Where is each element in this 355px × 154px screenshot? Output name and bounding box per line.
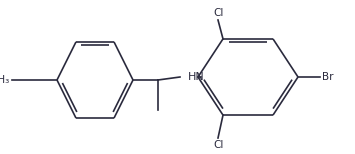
Text: Cl: Cl bbox=[214, 140, 224, 150]
Text: Br: Br bbox=[322, 72, 333, 82]
Text: CH₃: CH₃ bbox=[0, 75, 10, 85]
Text: HN: HN bbox=[188, 72, 205, 82]
Text: Cl: Cl bbox=[214, 8, 224, 18]
